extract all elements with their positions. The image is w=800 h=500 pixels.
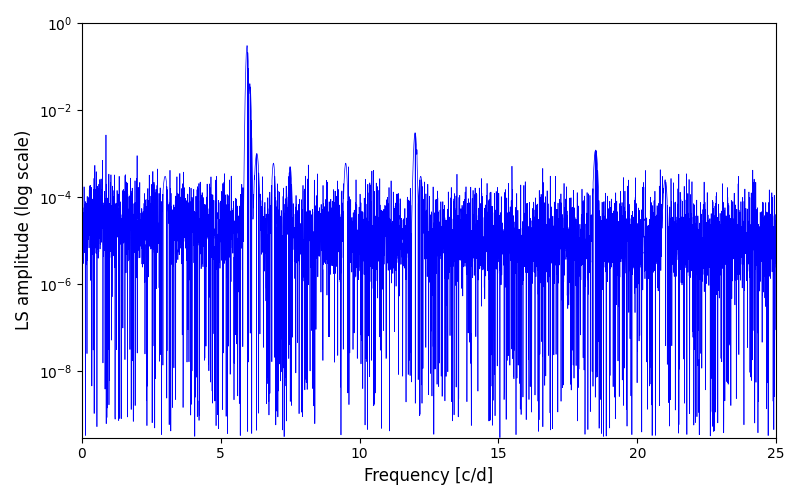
Y-axis label: LS amplitude (log scale): LS amplitude (log scale) bbox=[15, 130, 33, 330]
X-axis label: Frequency [c/d]: Frequency [c/d] bbox=[364, 467, 494, 485]
